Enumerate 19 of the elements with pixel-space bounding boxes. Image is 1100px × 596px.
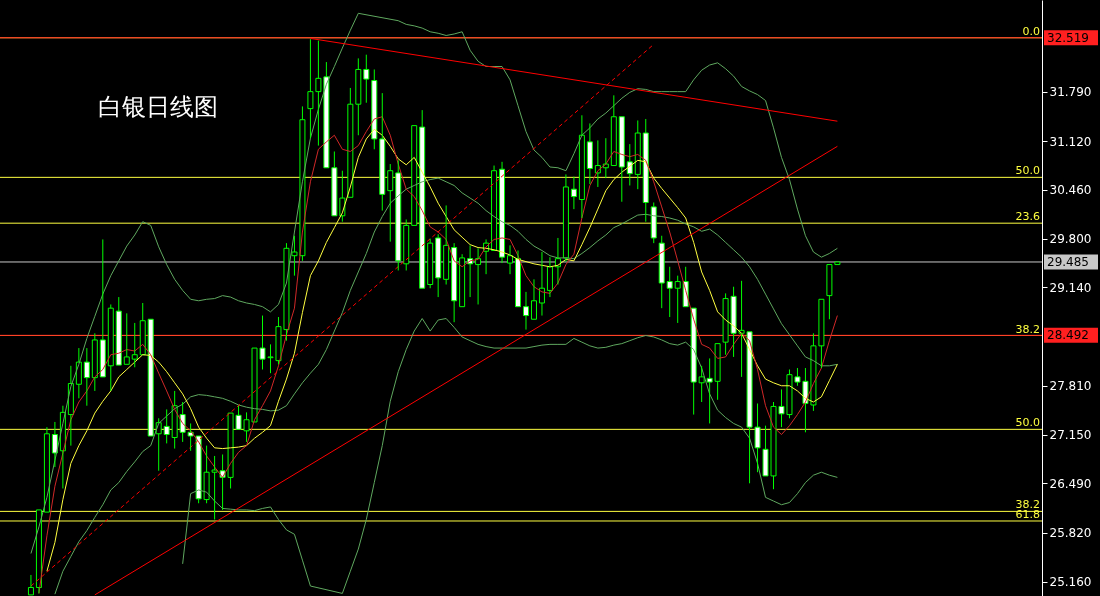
y-tick-label: 31.120 (1049, 134, 1092, 149)
y-tick-label: 25.160 (1049, 575, 1092, 590)
text: 白银日线图 (98, 93, 218, 121)
y-tick-label: 26.490 (1049, 476, 1092, 491)
annotation: 38.2 (1015, 322, 1040, 336)
ref-line-label: 28.492 (1047, 328, 1089, 343)
y-tick-label: 25.820 (1049, 526, 1092, 541)
y-tick-label: 31.790 (1049, 85, 1092, 100)
y-tick-label: 30.460 (1049, 183, 1092, 198)
annotation: 23.6 (1015, 210, 1040, 224)
annotation: 50.0 (1015, 416, 1040, 430)
y-tick-label: 29.140 (1049, 280, 1092, 295)
ref-line-label: 32.519 (1047, 30, 1089, 45)
y-tick-label: 27.150 (1049, 428, 1092, 443)
y-tick-label: 27.810 (1049, 379, 1092, 394)
annotation: 50.0 (1015, 164, 1040, 178)
ref-line-label: 29.485 (1047, 254, 1089, 269)
y-tick-label: 29.800 (1049, 232, 1092, 247)
annotation: 0.0 (1022, 24, 1040, 38)
